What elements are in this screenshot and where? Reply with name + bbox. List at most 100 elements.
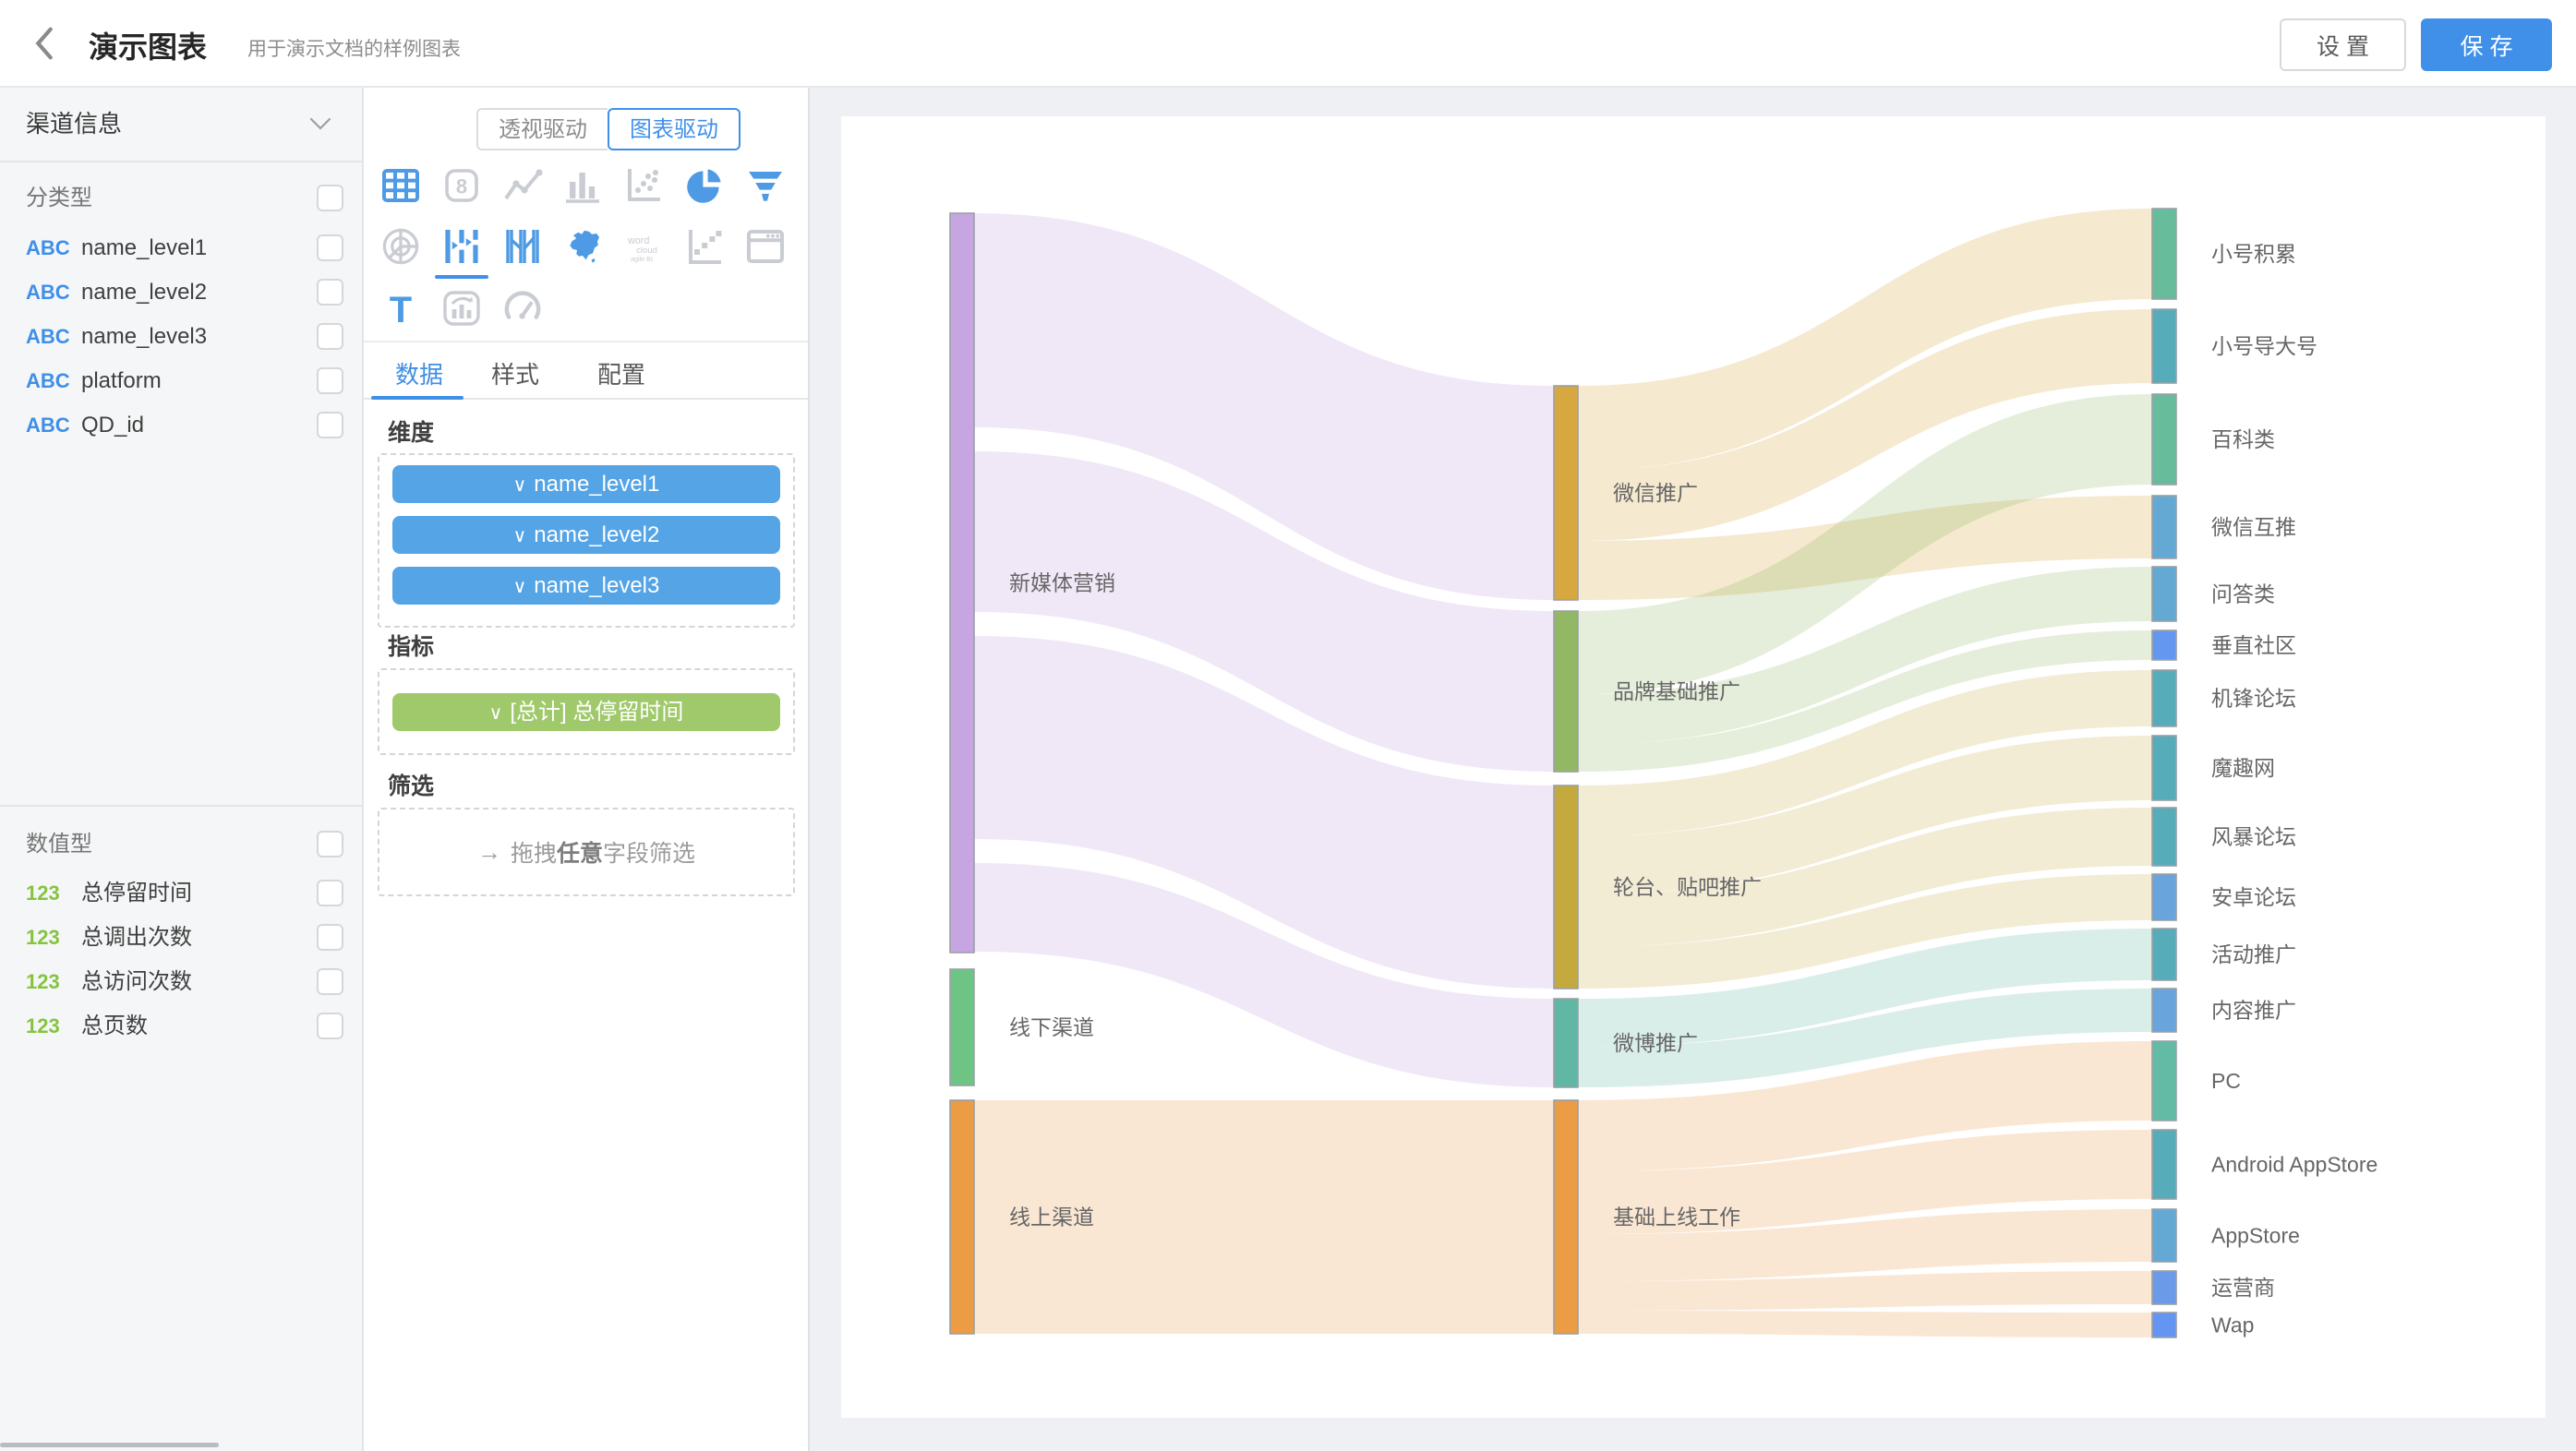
sankey-node[interactable] (1553, 385, 1579, 601)
sankey-link[interactable] (1578, 1041, 2152, 1171)
sankey-link[interactable] (1578, 394, 2152, 694)
field-checkbox[interactable] (317, 1013, 343, 1039)
sankey-node[interactable] (1553, 610, 1579, 773)
combo-chart-icon[interactable] (439, 286, 484, 330)
field-row[interactable]: ABC platform (0, 359, 362, 403)
tab-data[interactable]: 数据 (395, 361, 444, 389)
sankey-link[interactable] (974, 863, 1554, 1087)
sankey-chart-icon[interactable] (439, 224, 484, 269)
sankey-link[interactable] (1578, 630, 2152, 772)
sankey-link[interactable] (1578, 1209, 2152, 1281)
radar-chart-icon[interactable] (379, 224, 423, 269)
sankey-node[interactable] (2151, 988, 2177, 1033)
field-checkbox[interactable] (317, 880, 343, 906)
sankey-link[interactable] (1578, 1130, 2152, 1234)
sankey-link[interactable] (974, 451, 1554, 772)
sankey-node[interactable] (2151, 1040, 2177, 1121)
sankey-node[interactable] (2151, 807, 2177, 867)
drive-mode-option[interactable]: 透视驱动 (476, 108, 608, 150)
sankey-link[interactable] (1578, 874, 2152, 989)
sankey-link[interactable] (1578, 808, 2152, 947)
field-row[interactable]: ABC name_level2 (0, 270, 362, 315)
sankey-link[interactable] (1578, 929, 2152, 1047)
sankey-node[interactable] (949, 968, 975, 1086)
table-icon[interactable] (379, 163, 423, 208)
sankey-node[interactable] (2151, 495, 2177, 559)
sankey-node[interactable] (2151, 873, 2177, 921)
sankey-node[interactable] (2151, 669, 2177, 727)
scatter-chart-icon[interactable] (621, 163, 666, 208)
iframe-chart-icon[interactable] (743, 224, 788, 269)
sankey-node[interactable] (2151, 566, 2177, 622)
scrollbar-horizontal[interactable] (0, 1443, 219, 1447)
bar-chart-icon[interactable] (560, 163, 605, 208)
field-checkbox[interactable] (317, 234, 343, 261)
pie-chart-icon[interactable] (682, 163, 727, 208)
sankey-node[interactable] (2151, 1129, 2177, 1200)
field-row[interactable]: 123 总调出次数 (0, 916, 362, 960)
save-button[interactable]: 保 存 (2421, 18, 2552, 71)
chart-canvas[interactable]: 新媒体营销 线下渠道 线上渠道 微信推广 品牌基础推广 轮台、贴吧推广 微博推广 基础上线工作… (841, 116, 2546, 1418)
dimension-chip[interactable]: ∨ name_level2 (392, 516, 780, 554)
step-chart-icon[interactable] (682, 224, 727, 269)
sankey-node[interactable] (2151, 1312, 2177, 1338)
drive-mode-option[interactable]: 图表驱动 (608, 108, 740, 150)
sankey-node[interactable] (2151, 735, 2177, 801)
sankey-node[interactable] (2151, 630, 2177, 661)
field-row[interactable]: ABC name_level1 (0, 226, 362, 270)
sankey-node[interactable] (2151, 308, 2177, 384)
line-chart-icon[interactable] (500, 163, 545, 208)
metric-chip[interactable]: ∨ [总计] 总停留时间 (392, 693, 780, 731)
field-checkbox[interactable] (317, 968, 343, 995)
sankey-node[interactable] (2151, 393, 2177, 486)
sankey-link[interactable] (1578, 1271, 2152, 1311)
field-row[interactable]: 123 总页数 (0, 1004, 362, 1049)
sankey-link[interactable] (1578, 567, 2152, 745)
gauge-chart-icon[interactable] (500, 286, 545, 330)
dataset-selector[interactable]: 渠道信息 (0, 88, 362, 162)
sankey-link[interactable] (974, 636, 1554, 989)
field-row[interactable]: 123 总访问次数 (0, 960, 362, 1004)
sankey-link[interactable] (1578, 209, 2152, 471)
field-row[interactable]: 123 总停留时间 (0, 871, 362, 916)
dimension-dropzone[interactable]: ∨ name_level1 ∨ name_level2 ∨ name_level3 (378, 453, 795, 628)
text-chart-icon[interactable]: T (379, 286, 423, 330)
field-row[interactable]: ABC QD_id (0, 403, 362, 448)
field-checkbox[interactable] (317, 279, 343, 306)
field-row[interactable]: ABC name_level3 (0, 315, 362, 359)
sankey-link[interactable] (1578, 736, 2152, 894)
field-checkbox[interactable] (317, 924, 343, 951)
back-button[interactable] (24, 22, 66, 65)
sankey-link[interactable] (1578, 496, 2152, 600)
tab-style[interactable]: 样式 (491, 361, 540, 389)
sankey-link[interactable] (974, 213, 1554, 600)
wordcloud-chart-icon[interactable]: word cloud agile BI (621, 224, 666, 269)
section-checkbox[interactable] (317, 185, 343, 211)
sankey-link[interactable] (1578, 989, 2152, 1087)
sankey-node[interactable] (1553, 998, 1579, 1088)
section-checkbox[interactable] (317, 831, 343, 857)
tab-config[interactable]: 配置 (597, 361, 646, 389)
filter-dropzone[interactable]: → 拖拽 任意 字段筛选 (378, 808, 795, 896)
sankey-node[interactable] (2151, 928, 2177, 981)
sankey-node[interactable] (1553, 785, 1579, 989)
sankey-node[interactable] (949, 212, 975, 953)
sankey-node[interactable] (2151, 1270, 2177, 1305)
sankey-link[interactable] (974, 1100, 1554, 1334)
map-chart-icon[interactable] (560, 224, 605, 269)
sankey-node[interactable] (2151, 208, 2177, 300)
funnel-chart-icon[interactable] (743, 163, 788, 208)
sankey-node[interactable] (2151, 1208, 2177, 1263)
sankey-link[interactable] (1578, 1311, 2152, 1337)
sankey-node[interactable] (1553, 1099, 1579, 1335)
metric-dropzone[interactable]: ∨ [总计] 总停留时间 (378, 668, 795, 755)
number-card-icon[interactable]: 8 (439, 163, 484, 208)
sankey-node[interactable] (949, 1099, 975, 1335)
sankey-link[interactable] (1578, 309, 2152, 541)
dimension-chip[interactable]: ∨ name_level3 (392, 567, 780, 605)
field-checkbox[interactable] (317, 412, 343, 438)
parallel-chart-icon[interactable] (500, 224, 545, 269)
field-checkbox[interactable] (317, 367, 343, 394)
sankey-link[interactable] (1578, 670, 2152, 836)
settings-button[interactable]: 设 置 (2280, 18, 2406, 71)
